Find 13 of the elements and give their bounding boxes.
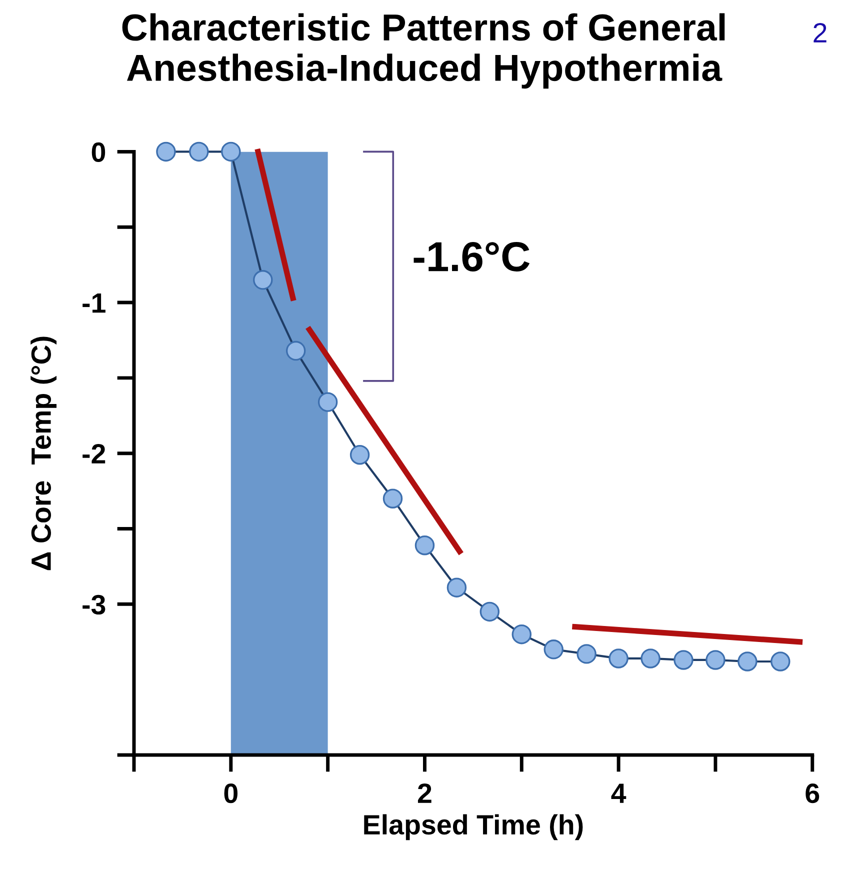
- y-tick-label: -3: [82, 594, 106, 615]
- y-axis-title: Δ Core Temp (°C): [30, 336, 57, 570]
- y-tick-label: 0: [92, 142, 106, 162]
- x-tick-label: 0: [224, 784, 238, 804]
- annotation: -1.6°C: [414, 242, 530, 272]
- chart-title: Characteristic Patterns of General Anesthesia-Induced Hypothermia: [122, 13, 725, 89]
- text: 2: [814, 22, 826, 42]
- x-tick-label: 6: [806, 784, 820, 804]
- y-tick-label: -1: [82, 293, 106, 313]
- x-tick-label: 4: [611, 784, 626, 803]
- y-tick-label: -2: [82, 444, 106, 464]
- x-tick-label: 2: [418, 784, 432, 803]
- x-axis-title: Elapsed Time (h): [364, 814, 583, 840]
